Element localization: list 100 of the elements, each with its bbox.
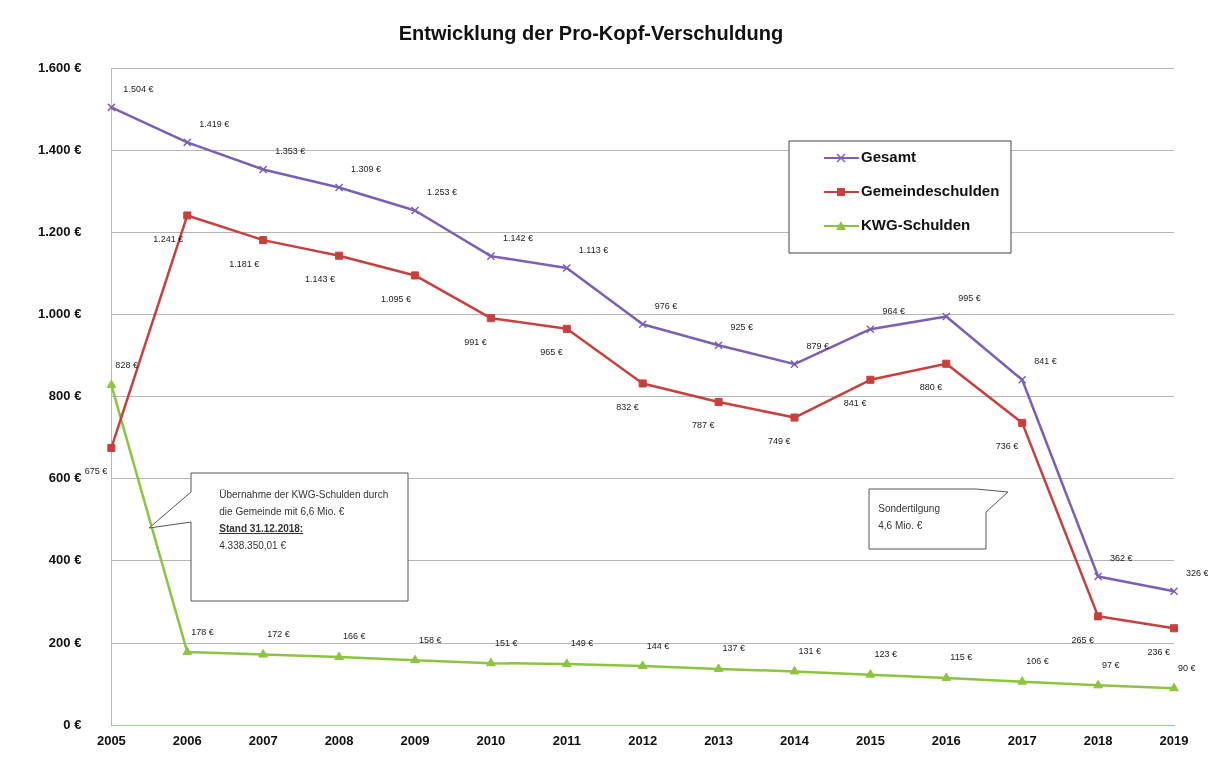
data-label: 97 € xyxy=(1102,659,1120,670)
y-tick-label: 1.600 € xyxy=(38,59,82,75)
data-label: 236 € xyxy=(1147,646,1170,657)
point xyxy=(789,665,800,675)
x-tick-label: 2013 xyxy=(704,732,734,748)
data-label: 172 € xyxy=(267,629,290,640)
point xyxy=(1169,682,1179,692)
point xyxy=(486,657,496,667)
point xyxy=(637,660,648,670)
data-label: 144 € xyxy=(646,640,670,651)
point xyxy=(562,263,572,273)
point xyxy=(182,138,192,147)
point xyxy=(942,359,951,368)
point xyxy=(638,320,647,329)
data-label: 149 € xyxy=(570,638,594,649)
data-label: 1.353 € xyxy=(275,145,306,156)
data-label: 1.241 € xyxy=(153,233,184,244)
annotation: Übernahme der KWG-Schulden durch die Gemeinde mit 6,6 Mio. € xyxy=(219,488,390,519)
point xyxy=(486,251,496,261)
data-label: 976 € xyxy=(654,300,678,311)
y-tick-label: 200 € xyxy=(48,634,82,650)
data-label: 1.113 € xyxy=(578,244,609,255)
legend-label: KWG-Schulden xyxy=(861,216,971,234)
y-tick-label: 1.400 € xyxy=(38,141,82,157)
point xyxy=(1017,375,1027,385)
point xyxy=(866,324,875,334)
y-tick-label: 600 € xyxy=(48,470,82,486)
x-tick-label: 2017 xyxy=(1007,732,1037,748)
data-label: 828 € xyxy=(115,359,138,370)
point xyxy=(335,251,344,260)
data-label: 1.504 € xyxy=(123,83,154,94)
data-label: 1.181 € xyxy=(229,258,260,269)
x-tick-label: 2015 xyxy=(855,732,885,748)
point xyxy=(410,271,420,280)
data-label: 90 € xyxy=(1178,662,1196,673)
point xyxy=(259,236,268,245)
data-label: 151 € xyxy=(494,637,518,648)
y-tick-label: 0 € xyxy=(63,716,82,732)
x-tick-label: 2008 xyxy=(324,732,354,748)
data-label: 265 € xyxy=(1071,634,1095,645)
point xyxy=(562,324,571,333)
data-label: 991 € xyxy=(464,336,487,347)
point xyxy=(866,375,875,384)
point xyxy=(334,183,344,192)
data-label: 841 € xyxy=(1034,356,1057,367)
point xyxy=(410,654,420,664)
x-tick-label: 2012 xyxy=(628,732,658,748)
data-label: 1.309 € xyxy=(351,164,382,175)
data-label: 925 € xyxy=(730,321,754,332)
data-label: 1.143 € xyxy=(305,274,336,285)
data-label: 965 € xyxy=(540,347,563,358)
point xyxy=(1169,624,1179,633)
point xyxy=(258,165,268,174)
data-label: 1.142 € xyxy=(502,232,533,243)
point xyxy=(714,340,723,350)
point xyxy=(714,397,723,406)
legend-label: Gesamt xyxy=(861,148,917,166)
point xyxy=(486,314,495,323)
x-tick-label: 2010 xyxy=(476,732,506,748)
point xyxy=(183,211,192,220)
data-label: 178 € xyxy=(191,626,214,637)
point xyxy=(790,413,799,422)
y-tick-label: 1.200 € xyxy=(38,223,82,239)
data-label: 880 € xyxy=(919,382,943,393)
data-label: 166 € xyxy=(343,631,366,642)
annotation: 4.338.350,01 € xyxy=(219,539,287,553)
x-tick-label: 2006 xyxy=(172,732,202,748)
data-label: 158 € xyxy=(418,634,442,645)
point xyxy=(561,658,572,667)
data-label: 964 € xyxy=(882,305,905,316)
data-label: 1.253 € xyxy=(426,187,458,198)
y-tick-label: 1.000 € xyxy=(38,306,82,322)
x-tick-label: 2005 xyxy=(96,732,126,748)
point xyxy=(1017,676,1028,685)
point xyxy=(1093,679,1103,689)
data-label: 995 € xyxy=(958,292,981,303)
point xyxy=(182,646,193,656)
point xyxy=(334,651,344,661)
data-label: 1.095 € xyxy=(380,293,411,304)
point xyxy=(713,663,724,672)
x-tick-label: 2016 xyxy=(931,732,961,748)
data-label: 326 € xyxy=(1186,567,1209,578)
x-tick-label: 2014 xyxy=(780,732,810,748)
point xyxy=(1093,572,1103,581)
data-label: 675 € xyxy=(84,466,108,477)
point xyxy=(1169,587,1179,596)
data-label: 749 € xyxy=(767,436,791,447)
data-label: 115 € xyxy=(950,652,973,663)
data-label: 879 € xyxy=(806,340,830,351)
y-tick-label: 800 € xyxy=(48,388,82,404)
data-label: 736 € xyxy=(995,441,1019,452)
point xyxy=(410,206,420,215)
data-label: 137 € xyxy=(722,643,746,654)
legend-label: Gemeindeschulden xyxy=(861,182,1000,200)
point xyxy=(258,649,269,658)
point xyxy=(865,669,876,678)
point xyxy=(107,443,116,452)
point xyxy=(942,312,951,321)
x-tick-label: 2009 xyxy=(400,732,430,748)
annotation: Stand 31.12.2018: xyxy=(219,522,305,536)
